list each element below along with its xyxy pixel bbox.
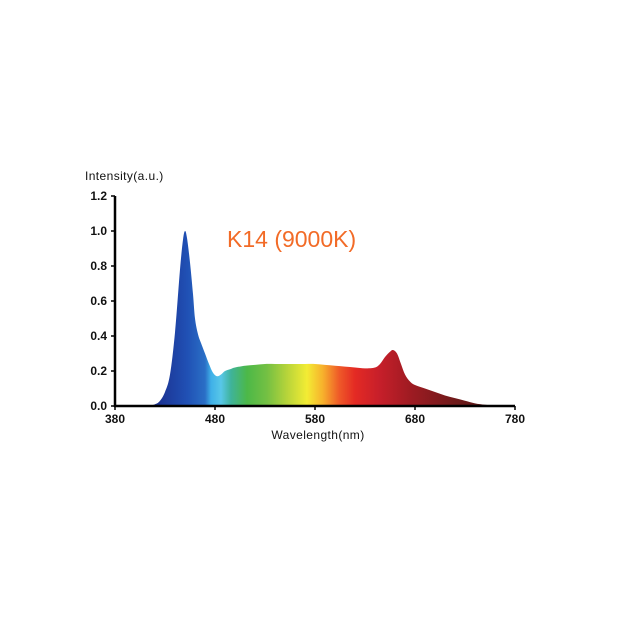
y-tick-label: 0.8 (90, 259, 107, 273)
y-tick-label: 0.2 (90, 364, 107, 378)
x-tick-label: 680 (405, 412, 425, 426)
y-tick-label: 0.6 (90, 294, 107, 308)
y-axis-ticks: 0.0 0.2 0.4 0.6 0.8 1.0 1.2 (90, 189, 115, 413)
spectrum-area (115, 230, 515, 406)
y-tick-label: 0.0 (90, 399, 107, 413)
x-tick-label: 780 (505, 412, 525, 426)
chart-title: K14 (9000K) (227, 226, 356, 252)
x-tick-label: 480 (205, 412, 225, 426)
x-tick-label: 380 (105, 412, 125, 426)
y-tick-label: 0.4 (90, 329, 107, 343)
x-axis-ticks: 380 480 580 680 780 (105, 406, 525, 426)
x-axis-title: Wavelength(nm) (271, 428, 364, 442)
y-tick-label: 1.0 (90, 224, 107, 238)
y-tick-label: 1.2 (90, 189, 107, 203)
x-tick-label: 580 (305, 412, 325, 426)
y-axis-title: Intensity(a.u.) (85, 169, 164, 183)
